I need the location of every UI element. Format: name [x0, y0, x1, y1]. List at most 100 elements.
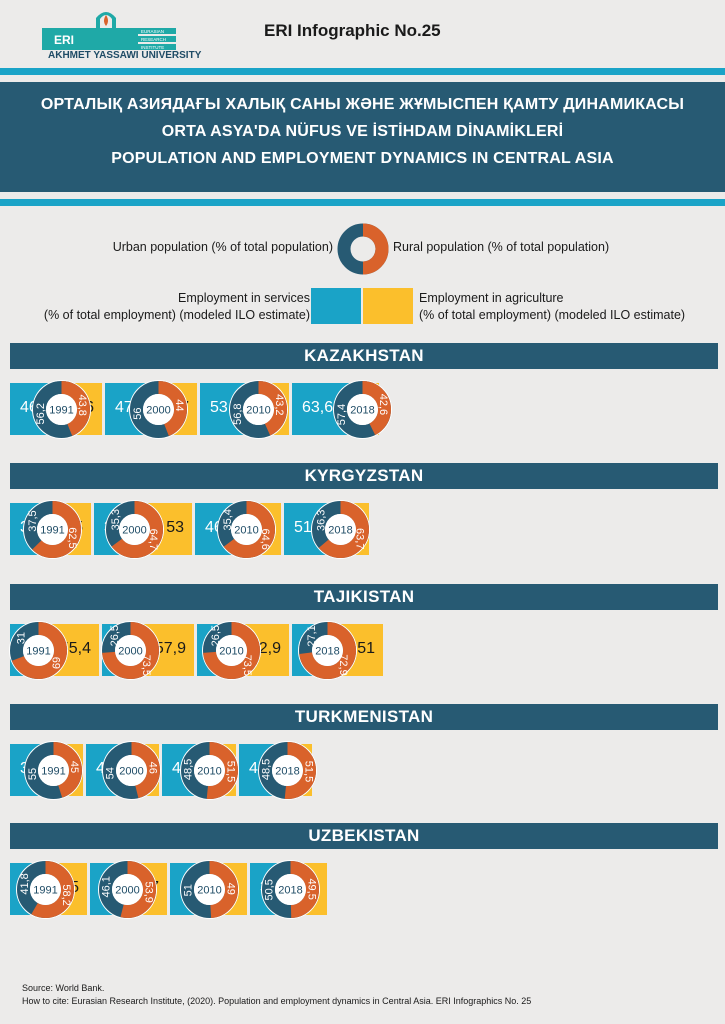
rural-arc — [98, 860, 156, 918]
bottom-stripe — [0, 199, 725, 206]
rural-arc — [261, 860, 319, 918]
rural-value: 58,2 — [59, 884, 71, 905]
urban-value: 56 — [131, 407, 143, 419]
year-label: 2000 — [122, 524, 146, 536]
year-label: 2018 — [275, 765, 299, 777]
urban-value: 50,5 — [263, 879, 275, 900]
population-donut: 2018 49,5 50,5 — [260, 859, 320, 919]
year-label: 1991 — [40, 524, 64, 536]
population-donut: 2010 49 51 — [179, 859, 239, 919]
year-label: 2010 — [197, 884, 221, 896]
country-band-kazakhstan: KAZAKHSTAN — [10, 343, 718, 369]
rural-value: 64,7 — [147, 528, 159, 549]
rural-value: 46 — [146, 761, 158, 773]
population-donut: 2000 44 56 — [128, 379, 188, 439]
agriculture-value: 53 — [166, 519, 184, 536]
services-value: 53 — [210, 399, 228, 416]
rural-arc — [105, 500, 163, 558]
urban-value: 51 — [182, 884, 194, 896]
year-label: 2018 — [328, 524, 352, 536]
population-donut: 2010 51,5 48,5 — [179, 740, 239, 800]
population-donut: 1991 58,2 41,8 — [15, 859, 75, 919]
year-label: 1991 — [41, 765, 65, 777]
year-label: 2018 — [315, 645, 339, 657]
urban-value: 26,5 — [109, 624, 121, 645]
year-label: 2010 — [197, 765, 221, 777]
urban-value: 36,3 — [315, 509, 327, 530]
source-note: Source: World Bank. — [22, 983, 105, 993]
rural-value: 43,2 — [272, 394, 284, 415]
population-donut: 2018 51,5 48,5 — [257, 740, 317, 800]
rural-value: 44 — [173, 399, 185, 411]
urban-value: 48,5 — [260, 758, 272, 779]
legend-services-1: Employment in services — [178, 291, 310, 305]
rural-arc — [129, 380, 187, 438]
urban-value: 56,8 — [232, 403, 244, 424]
rural-value: 49 — [224, 882, 236, 894]
population-donut: 2018 42,6 57,4 — [332, 379, 392, 439]
rural-arc — [217, 500, 275, 558]
infographic-number: ERI Infographic No.25 — [264, 21, 441, 40]
year-label: 1991 — [33, 884, 57, 896]
rural-arc — [24, 741, 82, 799]
agriculture-value: 57,9 — [154, 640, 186, 657]
year-label: 2018 — [278, 884, 302, 896]
rural-arc — [229, 380, 287, 438]
eri-logo: ERI EURASIAN RESEARCH INSTITUTE — [40, 6, 178, 58]
rural-arc — [180, 741, 238, 799]
rural-arc — [258, 741, 316, 799]
logo-sub-2: RESEARCH — [141, 37, 166, 42]
rural-arc — [298, 621, 356, 679]
urban-value: 26,5 — [210, 624, 222, 645]
legend-agriculture-swatch — [363, 288, 413, 324]
rural-arc — [311, 500, 369, 558]
urban-value: 56,2 — [34, 403, 46, 424]
rural-value: 51,5 — [302, 760, 314, 781]
rural-arc — [9, 621, 67, 679]
rural-value: 51,5 — [224, 760, 236, 781]
urban-value: 35,3 — [109, 508, 121, 529]
title-english: POPULATION AND EMPLOYMENT DYNAMICS IN CE… — [111, 150, 614, 167]
urban-value: 55 — [26, 767, 38, 779]
rural-value: 42,6 — [376, 393, 388, 414]
rural-value: 43,8 — [76, 394, 88, 415]
year-label: 2010 — [219, 645, 243, 657]
country-band-uzbekistan: UZBEKISTAN — [10, 823, 718, 849]
logo-text: ERI — [54, 33, 74, 47]
population-donut: 1991 43,8 56,2 — [31, 379, 91, 439]
population-donut: 2010 43,2 56,8 — [228, 379, 288, 439]
services-value: 63,6 — [302, 399, 334, 416]
rural-value: 49,5 — [305, 878, 317, 899]
agriculture-value: 51 — [357, 640, 375, 657]
country-band-tajikistan: TAJIKISTAN — [10, 584, 718, 610]
title-band: ОРТАЛЫҚ АЗИЯДАҒЫ ХАЛЫҚ САНЫ ЖӘНЕ ЖҰМЫСПЕ… — [0, 82, 725, 192]
rural-value: 72,9 — [337, 654, 349, 675]
rural-value: 73,5 — [240, 654, 252, 675]
rural-value: 73,5 — [139, 654, 151, 675]
agriculture-value: 55,4 — [59, 640, 91, 657]
urban-value: 31 — [15, 632, 27, 644]
year-label: 2018 — [350, 404, 374, 416]
legend-services-swatch — [311, 288, 361, 324]
year-label: 2000 — [119, 765, 143, 777]
year-label: 2000 — [118, 645, 142, 657]
logo-sub-3: INSTITUTE — [141, 45, 164, 50]
population-donut: 1991 45 55 — [23, 740, 83, 800]
rural-arc — [180, 860, 238, 918]
population-donut: 1991 62,5 37,5 — [22, 499, 82, 559]
rural-value: 53,9 — [142, 881, 154, 902]
top-stripe — [0, 68, 725, 75]
legend-agriculture-1: Employment in agriculture — [419, 291, 564, 305]
title-kazakh: ОРТАЛЫҚ АЗИЯДАҒЫ ХАЛЫҚ САНЫ ЖӘНЕ ЖҰМЫСПЕ… — [40, 96, 685, 113]
rural-arc — [333, 380, 391, 438]
urban-value: 37,5 — [27, 510, 39, 531]
population-donut: 2018 63,7 36,3 — [310, 499, 370, 559]
urban-value: 46,1 — [100, 876, 112, 897]
university-name: AKHMET YASSAWI UNIVERSITY — [48, 50, 202, 61]
year-label: 1991 — [49, 404, 73, 416]
legend-services-2: (% of total employment) (modeled ILO est… — [43, 308, 310, 322]
legend-agriculture-2: (% of total employment) (modeled ILO est… — [419, 308, 686, 322]
